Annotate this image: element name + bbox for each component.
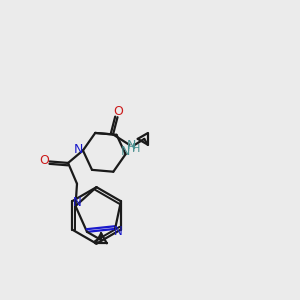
Text: O: O [113, 105, 123, 118]
Text: N: N [73, 196, 81, 209]
Text: O: O [39, 154, 49, 167]
Text: H: H [132, 144, 140, 154]
Text: N: N [121, 145, 130, 158]
Text: N: N [114, 225, 122, 239]
Text: H: H [126, 143, 135, 153]
Text: N: N [74, 143, 83, 156]
Text: N: N [127, 139, 136, 152]
